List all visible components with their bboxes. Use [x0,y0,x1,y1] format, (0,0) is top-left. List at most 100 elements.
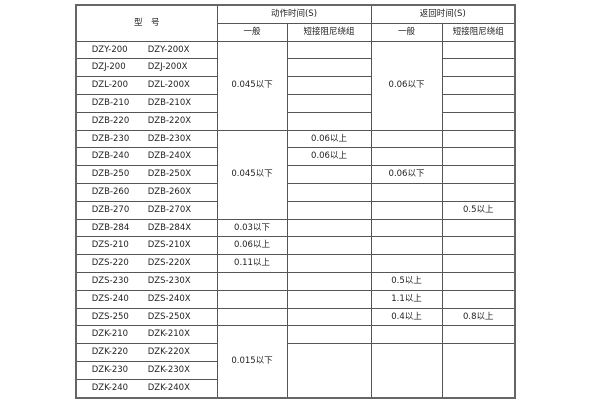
action-short-cell [286,289,372,309]
header-action-general: 一般 [216,22,288,42]
table-row: DZY-200 DZY-200X 0.045以下 0.06以下 [75,40,516,131]
return-general-cell [370,218,443,238]
return-general-cell [370,254,443,273]
model-b: DZS-250X [147,311,191,322]
return-short-cell [441,325,516,345]
model-b: DZK-220X [147,347,190,358]
model-cell: DZK-210 DZK-210X [75,325,218,345]
model-cell: DZB-250 DZB-250X [75,165,218,184]
model-a: DZL-200 [91,80,128,91]
model-a: DZB-270 [91,204,130,215]
model-b: DZB-210X [147,97,192,108]
model-b: DZK-230X [147,364,190,375]
model-cell: DZS-240 DZS-240X [75,289,218,309]
return-short-cell [441,218,516,238]
table-row: DZS-210 DZS-210X 0.06以上 [75,236,516,256]
header-return-time: 返回时间(S) [370,4,516,24]
model-b: DZS-220X [147,258,191,269]
action-short-cell [286,165,372,184]
model-cell: DZL-200 DZL-200X [75,76,218,95]
return-short-cell [441,147,516,167]
table-row: DZS-240 DZS-240X 1.1以上 [75,289,516,309]
model-a: DZS-240 [91,293,129,304]
return-short-cell [441,343,516,399]
model-cell: DZB-230 DZB-230X [75,129,218,149]
model-b: DZB-220X [147,115,192,126]
table-row: DZB-250 DZB-250X 0.06以下 [75,165,516,184]
model-cell: DZS-210 DZS-210X [75,236,218,256]
model-b: DZY-200X [147,44,190,55]
return-general-cell [370,147,443,167]
model-b: DZK-240X [147,382,190,393]
return-general-cell [370,200,443,220]
model-b: DZS-240X [147,293,191,304]
model-cell: DZJ-200 DZJ-200X [75,58,218,78]
return-general-cell [370,325,443,345]
action-general-cell: 0.11以上 [216,254,288,273]
model-a: DZB-250 [91,169,130,180]
model-cell: DZB-284 DZB-284X [75,218,218,238]
table-row: DZB-270 DZB-270X 0.5以上 [75,200,516,220]
header-model: 型 号 [75,4,218,42]
model-a: DZS-250 [91,311,129,322]
return-short-cell [441,271,516,291]
table-row: DZB-284 DZB-284X 0.03以下 [75,218,516,238]
action-short-cell [286,93,372,113]
model-cell: DZB-270 DZB-270X [75,200,218,220]
model-cell: DZK-240 DZK-240X [75,378,218,399]
return-short-cell [441,254,516,273]
table-row: DZS-250 DZS-250X 0.4以上 0.8以上 [75,307,516,327]
model-a: DZB-230 [91,133,130,144]
relay-timing-table: 型 号 动作时间(S) 返回时间(S) 一般 短接阻尼绕组 一般 短接阻尼绕组 … [75,4,516,399]
model-a: DZB-284 [91,222,130,233]
table-row: DZB-220 DZB-220X [75,111,516,131]
model-a: DZY-200 [91,44,128,55]
return-general-cell: 0.06以下 [370,165,443,184]
header-action-time: 动作时间(S) [216,4,372,24]
action-short-cell [286,254,372,273]
table-row: DZB-210 DZB-210X [75,93,516,113]
model-b: DZB-284X [147,222,192,233]
return-general-cell [370,236,443,256]
return-general-cell [370,129,443,149]
return-general-cell: 0.5以上 [370,271,443,291]
action-general-cell: 0.045以下 [216,40,288,131]
action-short-cell [286,58,372,78]
model-a: DZK-240 [91,382,129,393]
table-row: DZS-220 DZS-220X 0.11以上 [75,254,516,273]
return-general-cell [370,182,443,202]
model-cell: DZK-230 DZK-230X [75,360,218,380]
action-short-cell [286,76,372,95]
action-short-cell [286,218,372,238]
table-row: DZB-240 DZB-240X 0.06以上 [75,147,516,167]
model-b: DZB-250X [147,169,192,180]
action-short-cell [286,343,372,399]
table-row: DZS-230 DZS-230X 0.5以上 [75,271,516,291]
action-short-cell: 0.06以上 [286,147,372,167]
table-row: DZL-200 DZL-200X [75,76,516,95]
model-a: DZB-260 [91,186,130,197]
return-short-cell [441,165,516,184]
model-a: DZJ-200 [91,62,126,73]
action-general-cell: 0.03以下 [216,218,288,238]
table-row: DZB-260 DZB-260X [75,182,516,202]
action-short-cell [286,271,372,291]
model-a: DZS-230 [91,275,129,286]
table-row: DZK-210 DZK-210X 0.015以下 [75,325,516,399]
table-row: DZJ-200 DZJ-200X [75,58,516,78]
model-b: DZS-210X [147,240,191,251]
model-cell: DZS-230 DZS-230X [75,271,218,291]
model-b: DZB-270X [147,204,192,215]
model-a: DZB-240 [91,151,130,162]
model-cell: DZY-200 DZY-200X [75,40,218,60]
model-b: DZB-240X [147,151,192,162]
return-short-cell: 0.8以上 [441,307,516,327]
return-short-cell [441,58,516,78]
model-a: DZB-210 [91,97,130,108]
return-short-cell [441,76,516,95]
table-row: DZK-220 DZK-220X [75,343,516,399]
model-cell: DZB-210 DZB-210X [75,93,218,113]
model-b: DZS-230X [147,275,191,286]
action-general-cell [216,289,288,309]
model-b: DZJ-200X [147,62,188,73]
